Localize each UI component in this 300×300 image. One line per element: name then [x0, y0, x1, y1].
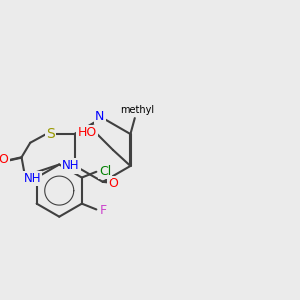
Text: NH: NH [62, 159, 80, 172]
Text: F: F [100, 203, 107, 217]
Text: O: O [0, 153, 8, 166]
Text: N: N [95, 110, 105, 123]
Text: Cl: Cl [99, 165, 111, 178]
Text: HO: HO [77, 126, 97, 139]
Text: S: S [46, 127, 55, 141]
Text: methyl: methyl [120, 105, 154, 115]
Text: NH: NH [24, 172, 41, 185]
Text: O: O [108, 177, 118, 190]
